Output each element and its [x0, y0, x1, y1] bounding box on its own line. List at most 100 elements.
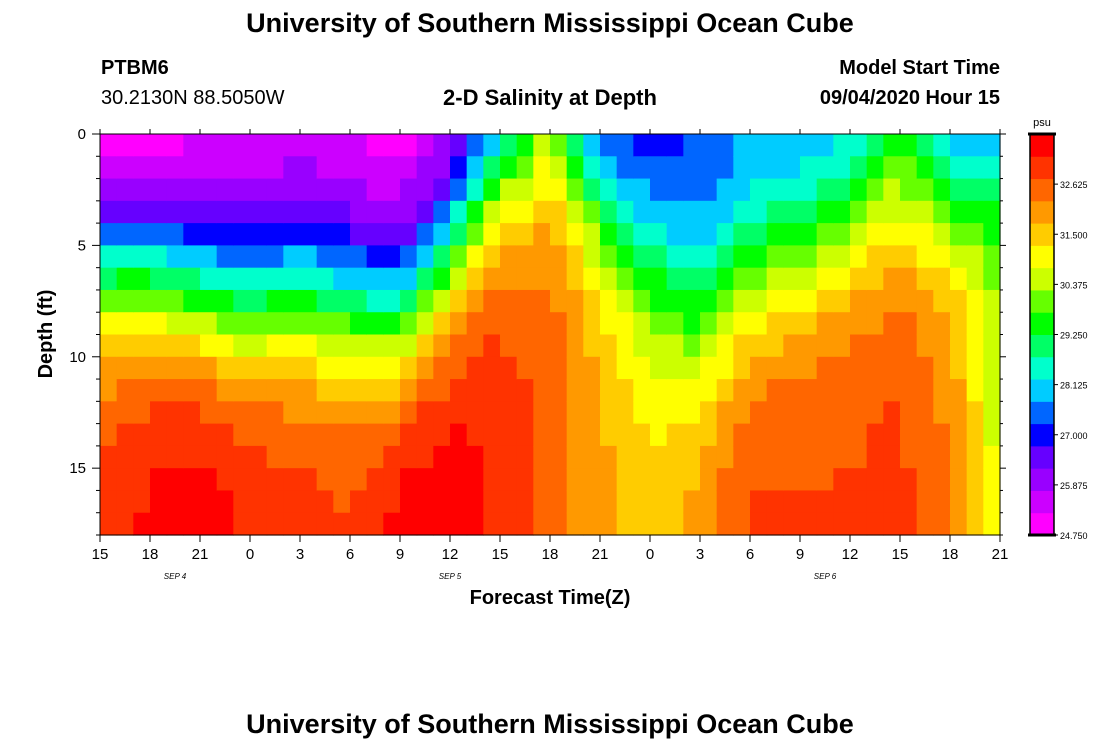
- heatmap-cell: [716, 312, 734, 336]
- heatmap-cell: [250, 245, 268, 269]
- heatmap-cell: [116, 512, 134, 536]
- heatmap-cell: [750, 312, 768, 336]
- heatmap-cell: [533, 267, 551, 291]
- heatmap-cell: [233, 200, 251, 224]
- heatmap-cell: [350, 267, 368, 291]
- heatmap-cell: [833, 379, 851, 402]
- heatmap-cell: [383, 445, 401, 469]
- heatmap-cell: [700, 468, 718, 492]
- heatmap-cell: [800, 356, 818, 380]
- colorbar-swatch: [1030, 178, 1054, 202]
- heatmap-cell: [500, 178, 518, 202]
- heatmap-cell: [733, 200, 751, 224]
- heatmap-cell: [983, 200, 1001, 224]
- heatmap-cell: [983, 512, 1001, 536]
- heatmap-cell: [350, 356, 368, 380]
- heatmap-cell: [233, 223, 251, 246]
- heatmap-cell: [766, 178, 784, 202]
- heatmap-cell: [416, 289, 434, 313]
- heatmap-cell: [883, 312, 901, 336]
- x-date-label: SEP 4: [164, 572, 187, 581]
- heatmap-cell: [716, 423, 734, 447]
- heatmap-cell: [583, 156, 601, 180]
- heatmap-cell: [816, 490, 834, 514]
- y-tick-label: 10: [69, 349, 86, 366]
- heatmap-cell: [383, 356, 401, 380]
- heatmap-cell: [166, 156, 184, 180]
- heatmap-cell: [283, 156, 301, 180]
- heatmap-cell: [366, 200, 384, 224]
- heatmap-cell: [750, 512, 768, 536]
- heatmap-cell: [483, 312, 501, 336]
- heatmap-cell: [833, 178, 851, 202]
- heatmap-cell: [433, 490, 451, 514]
- heatmap-cell: [633, 423, 651, 447]
- heatmap-cell: [416, 156, 434, 180]
- heatmap-cell: [450, 356, 468, 380]
- heatmap-cell: [900, 312, 918, 336]
- heatmap-cell: [100, 445, 118, 469]
- heatmap-cell: [683, 334, 701, 358]
- heatmap-cell: [966, 223, 984, 246]
- heatmap-cell: [950, 423, 968, 447]
- heatmap-cell: [933, 178, 951, 202]
- heatmap-cell: [366, 178, 384, 202]
- heatmap-cell: [183, 356, 201, 380]
- heatmap-cell: [400, 245, 418, 269]
- heatmap-cell: [116, 312, 134, 336]
- heatmap-cell: [900, 134, 918, 157]
- heatmap-cell: [183, 445, 201, 469]
- heatmap-cell: [533, 334, 551, 358]
- heatmap-cell: [450, 245, 468, 269]
- heatmap-cell: [133, 200, 151, 224]
- heatmap-cell: [916, 245, 934, 269]
- heatmap-cell: [783, 223, 801, 246]
- heatmap-cell: [433, 445, 451, 469]
- heatmap-cell: [166, 468, 184, 492]
- heatmap-cell: [850, 401, 868, 425]
- heatmap-cell: [850, 245, 868, 269]
- heatmap-cell: [866, 401, 884, 425]
- heatmap-cell: [600, 423, 618, 447]
- heatmap-cell: [666, 134, 684, 157]
- heatmap-cell: [216, 178, 234, 202]
- heatmap-cell: [733, 468, 751, 492]
- heatmap-cell: [216, 512, 234, 536]
- heatmap-cell: [333, 401, 351, 425]
- heatmap-cell: [700, 267, 718, 291]
- heatmap-cell: [383, 200, 401, 224]
- heatmap-cell: [916, 468, 934, 492]
- heatmap-cell: [600, 223, 618, 246]
- heatmap-cell: [550, 267, 568, 291]
- colorbar-swatch: [1030, 356, 1054, 380]
- heatmap-cell: [416, 356, 434, 380]
- heatmap-cell: [500, 401, 518, 425]
- heatmap-cell: [116, 200, 134, 224]
- heatmap-cell: [400, 156, 418, 180]
- heatmap-cell: [966, 401, 984, 425]
- heatmap-cell: [200, 490, 218, 514]
- heatmap-cell: [566, 379, 584, 402]
- heatmap-cell: [566, 423, 584, 447]
- heatmap-cell: [283, 356, 301, 380]
- heatmap-cell: [116, 334, 134, 358]
- heatmap-cell: [466, 334, 484, 358]
- heatmap-cell: [916, 223, 934, 246]
- heatmap-cell: [950, 178, 968, 202]
- heatmap-cell: [483, 490, 501, 514]
- heatmap-cell: [166, 267, 184, 291]
- heatmap-cell: [416, 379, 434, 402]
- heatmap-cell: [850, 200, 868, 224]
- heatmap-cell: [150, 245, 168, 269]
- heatmap-cell: [416, 468, 434, 492]
- heatmap-cell: [183, 178, 201, 202]
- heatmap-cell: [400, 512, 418, 536]
- heatmap-cell: [533, 134, 551, 157]
- colorbar-tick-label: 27.000: [1060, 431, 1088, 441]
- heatmap-cell: [283, 423, 301, 447]
- heatmap-cell: [716, 512, 734, 536]
- heatmap-cell: [966, 468, 984, 492]
- heatmap-cell: [133, 245, 151, 269]
- colorbar-tick-label: 32.625: [1060, 180, 1088, 190]
- x-tick-label: 3: [696, 546, 704, 563]
